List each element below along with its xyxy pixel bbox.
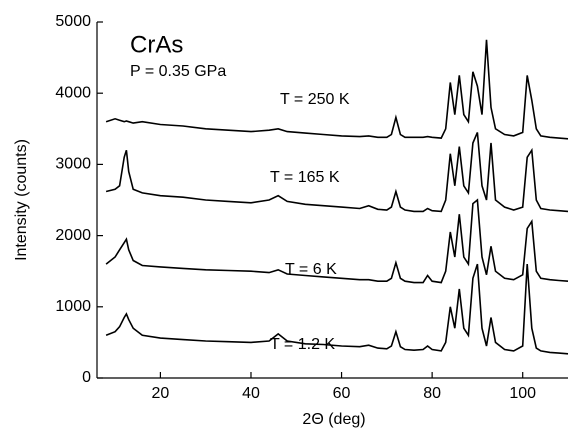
series-label: T = 6 K — [285, 261, 337, 278]
series-label: T = 1.2 K — [270, 336, 335, 353]
y-tick-label: 3000 — [55, 156, 91, 173]
series-line — [105, 263, 569, 355]
series-line — [105, 132, 569, 213]
y-tick-label: 5000 — [55, 13, 91, 30]
series-line — [105, 198, 569, 284]
y-tick-label: 1000 — [55, 298, 91, 315]
x-tick-label: 20 — [152, 385, 170, 402]
annotation: CrAs — [130, 31, 183, 58]
series-label: T = 165 K — [270, 169, 340, 186]
y-axis-label: Intensity (counts) — [13, 139, 30, 261]
y-tick-label: 4000 — [55, 84, 91, 101]
y-tick-label: 0 — [82, 369, 91, 386]
x-tick-label: 80 — [423, 385, 441, 402]
annotation: P = 0.35 GPa — [130, 63, 226, 80]
x-tick-label: 40 — [242, 385, 260, 402]
series-line — [105, 39, 569, 140]
x-tick-label: 100 — [509, 385, 536, 402]
x-axis-label: 2Θ (deg) — [302, 411, 365, 428]
x-tick-label: 60 — [333, 385, 351, 402]
series-label: T = 250 K — [280, 91, 350, 108]
y-tick-label: 2000 — [55, 227, 91, 244]
